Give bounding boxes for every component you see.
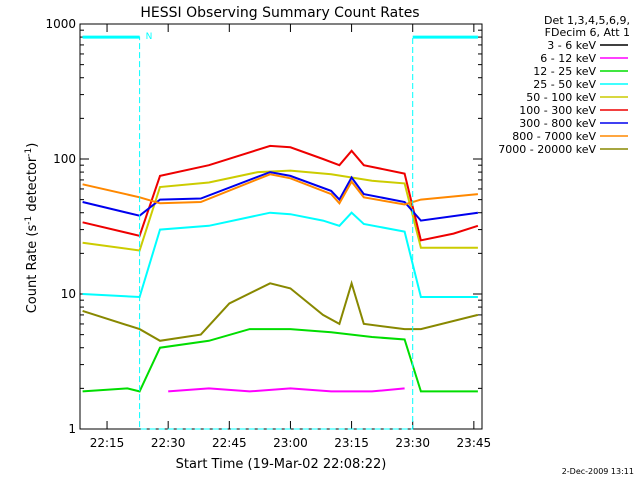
x-tick-label: 23:15 [334,436,369,450]
legend-header-line: FDecim 6, Att 1 [545,26,630,39]
x-tick-label: 22:15 [90,436,125,450]
legend-label-6: 300 - 800 keV [519,117,596,130]
series-line-4 [82,169,478,252]
y-tick-label: 10 [61,287,76,301]
series-line-1 [168,387,405,393]
x-tick-label: 23:45 [457,436,492,450]
x-axis-label: Start Time (19-Mar-02 22:08:22) [176,457,387,472]
series-line-2 [82,328,478,393]
x-tick-label: 22:30 [151,436,186,450]
plot-frame [79,23,483,430]
legend-label-7: 800 - 7000 keV [512,130,596,143]
x-tick-label: 22:45 [212,436,247,450]
legend-label-2: 12 - 25 keV [533,65,596,78]
legend-label-0: 3 - 6 keV [547,39,596,52]
y-axis-label: Count Rate (s-1 detector-1) [24,143,40,314]
series-line-8 [82,279,479,342]
series-line-3 [82,211,478,299]
y-tick-label: 1000 [45,17,76,31]
chart-title: HESSI Observing Summary Count Rates [140,5,419,21]
x-tick-label: 23:00 [273,436,308,450]
legend-label-4: 50 - 100 keV [526,91,596,104]
series-line-5 [82,144,479,242]
legend-label-5: 100 - 300 keV [519,104,596,117]
night-flag-label: N [146,32,153,42]
legend-label-8: 7000 - 20000 keV [498,143,596,156]
y-tick-label: 1 [68,422,76,436]
y-tick-label: 100 [53,152,76,166]
series-line-7 [82,173,478,206]
legend-label-1: 6 - 12 keV [540,52,596,65]
legend-label-3: 25 - 50 keV [533,78,596,91]
x-tick-label: 23:30 [395,436,430,450]
series-line-6 [82,171,479,222]
legend-header-line: Det 1,3,4,5,6,9, [544,14,630,27]
footer-timestamp: 2-Dec-2009 13:11 [562,467,634,476]
